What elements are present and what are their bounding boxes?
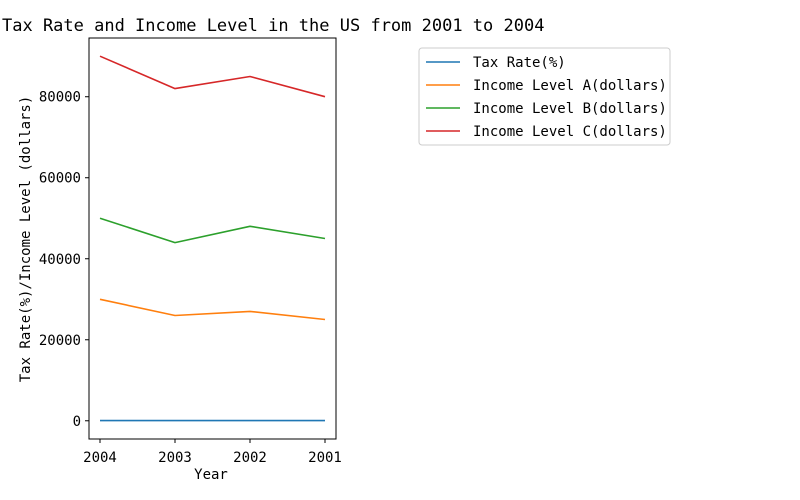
x-tick-label: 2001 — [308, 450, 342, 466]
y-tick-label: 20000 — [39, 333, 81, 349]
y-axis-ticks: 0 20000 40000 60000 80000 — [39, 90, 89, 430]
y-tick-label: 60000 — [39, 171, 81, 187]
plot-frame — [88, 37, 337, 440]
legend-label: Income Level C(dollars) — [473, 124, 667, 140]
legend-label: Income Level A(dollars) — [473, 78, 667, 94]
x-tick-label: 2002 — [233, 450, 267, 466]
plot-area — [88, 37, 337, 440]
y-tick-label: 0 — [73, 414, 81, 430]
y-axis-label: Tax Rate(%)/Income Level (dollars) — [18, 96, 34, 383]
x-axis-ticks: 2004 2003 2002 2001 — [83, 439, 342, 466]
series-line-3 — [99, 217, 326, 244]
series-lines — [99, 55, 326, 422]
chart-title: Tax Rate and Income Level in the US from… — [2, 16, 544, 36]
legend: Tax Rate(%) Income Level A(dollars) Income… — [418, 47, 671, 146]
legend-label: Tax Rate(%) — [473, 55, 566, 71]
legend-frame — [418, 47, 671, 146]
legend-label: Income Level B(dollars) — [473, 101, 667, 117]
y-tick-label: 80000 — [39, 90, 81, 106]
x-axis-label: Year — [194, 467, 228, 483]
y-tick-label: 40000 — [39, 252, 81, 268]
x-tick-label: 2003 — [158, 450, 192, 466]
series-line-2 — [99, 298, 326, 321]
series-line-4 — [99, 55, 326, 98]
x-tick-label: 2004 — [83, 450, 117, 466]
